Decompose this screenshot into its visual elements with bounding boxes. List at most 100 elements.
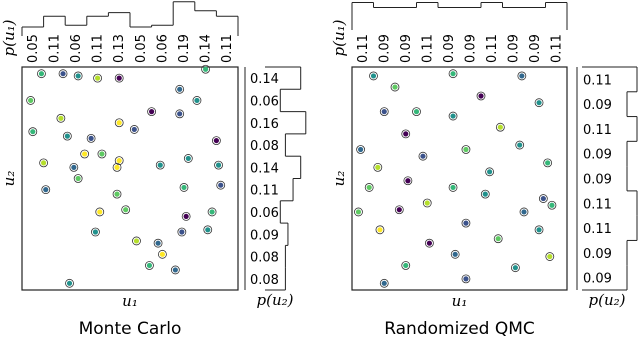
point	[370, 73, 377, 79]
marginal-x-title: p(u₁)	[330, 19, 348, 56]
point	[358, 146, 364, 153]
point-ring	[69, 162, 79, 172]
point	[517, 142, 523, 148]
point-ring	[91, 227, 100, 237]
x-axis-label: u₁	[452, 292, 468, 310]
point	[512, 265, 519, 271]
point-ring	[86, 133, 96, 143]
point-ring	[373, 162, 383, 172]
point-ring	[461, 145, 471, 154]
point-ring	[157, 249, 167, 259]
point-ring	[517, 71, 527, 81]
marginal-label: 0.14	[250, 72, 279, 87]
marginal-label: 0.11	[47, 34, 62, 63]
point-ring	[369, 71, 378, 81]
point	[58, 115, 64, 121]
point	[420, 153, 426, 159]
point	[450, 71, 456, 77]
point-ring	[511, 263, 520, 273]
point-ring	[422, 198, 432, 208]
point	[478, 93, 484, 99]
point	[116, 120, 122, 126]
point-ring	[354, 207, 363, 217]
point	[194, 97, 200, 104]
marginal-label: 0.14	[199, 34, 214, 63]
point	[64, 133, 70, 139]
point	[218, 182, 224, 188]
marginal-label: 0.09	[399, 34, 414, 63]
marginal-label: 0.06	[69, 34, 84, 63]
marginal-label: 0.06	[250, 206, 279, 221]
point-ring	[450, 249, 460, 259]
point-ring	[192, 96, 202, 105]
point	[75, 73, 81, 79]
point-ring	[41, 185, 51, 195]
point-ring	[112, 189, 122, 199]
point	[92, 229, 99, 235]
marginal-label: 0.09	[250, 228, 279, 243]
point	[95, 75, 101, 81]
point-ring	[26, 96, 36, 105]
point-ring	[493, 234, 503, 244]
marginal-label: 0.16	[250, 117, 279, 132]
point	[155, 240, 161, 246]
marginal-label: 0.11	[420, 34, 435, 63]
point	[463, 276, 469, 282]
point	[381, 280, 387, 286]
point	[366, 184, 372, 191]
panel-title: Monte Carlo	[79, 319, 182, 338]
point	[157, 162, 163, 168]
point-ring	[181, 212, 191, 221]
marginal-label: 0.08	[250, 251, 279, 266]
point-ring	[412, 107, 421, 116]
point-ring	[534, 225, 544, 235]
marginal-label: 0.11	[583, 222, 612, 237]
point-ring	[401, 261, 411, 270]
point	[43, 187, 49, 193]
point	[377, 227, 383, 233]
marginal-label: 0.09	[377, 34, 392, 63]
point-ring	[356, 145, 366, 154]
marginal-label: 0.05	[134, 34, 149, 63]
point	[133, 238, 140, 244]
point-ring	[394, 205, 404, 215]
point	[497, 124, 503, 130]
point	[149, 109, 155, 115]
marginal-label: 0.11	[549, 34, 564, 63]
marginal-label: 0.05	[26, 34, 41, 63]
point	[545, 160, 551, 166]
point	[172, 267, 178, 273]
point-ring	[538, 194, 548, 203]
point	[181, 184, 187, 191]
point	[392, 84, 398, 90]
point-ring	[56, 113, 66, 123]
marginal-label: 0.09	[583, 173, 612, 188]
point	[177, 86, 183, 92]
point	[88, 135, 94, 141]
marginal-x-title: p(u₁)	[0, 19, 18, 56]
point	[403, 131, 409, 137]
marginal-label: 0.11	[583, 73, 612, 88]
point-ring	[495, 122, 505, 132]
marginal-label: 0.13	[112, 34, 127, 63]
point-ring	[201, 64, 211, 74]
point	[536, 227, 542, 233]
point	[82, 151, 88, 157]
point-ring	[515, 140, 525, 150]
point	[375, 164, 381, 170]
point-ring	[418, 151, 428, 161]
point	[185, 155, 191, 162]
marginal-label: 0.09	[583, 272, 612, 287]
point	[450, 113, 456, 119]
point-ring	[121, 205, 131, 215]
point	[540, 195, 546, 202]
marginal-label: 0.11	[583, 197, 612, 212]
point-ring	[424, 238, 434, 248]
point	[203, 66, 209, 72]
point-ring	[39, 158, 48, 168]
point-ring	[403, 176, 413, 186]
marginal-label: 0.09	[583, 247, 612, 262]
point	[205, 227, 211, 233]
point	[114, 191, 120, 197]
